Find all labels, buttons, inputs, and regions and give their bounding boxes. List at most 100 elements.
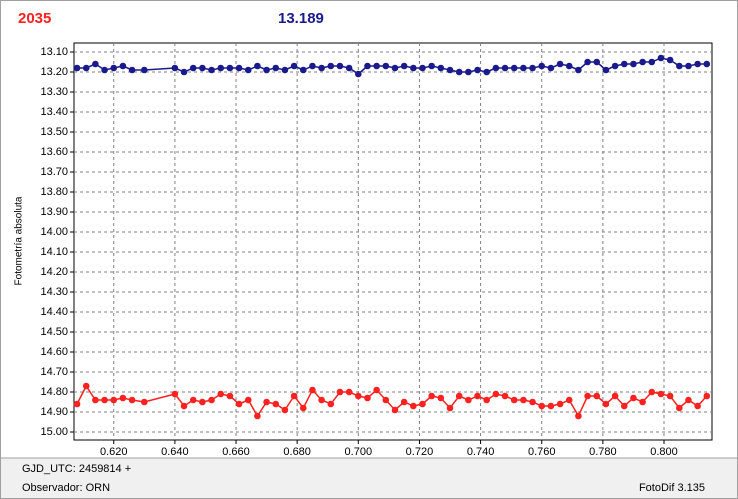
- x-tick-label: 0.700: [345, 446, 373, 458]
- point: [180, 402, 188, 410]
- point: [575, 66, 582, 74]
- point: [309, 386, 316, 394]
- point: [263, 398, 270, 406]
- status-area: [1, 458, 737, 498]
- y-tick-label: 13.10: [40, 46, 68, 58]
- plot-area: [73, 42, 713, 441]
- point: [492, 390, 500, 398]
- point: [694, 60, 701, 68]
- y-tick-label: 15.00: [40, 426, 68, 438]
- point: [391, 64, 399, 72]
- point: [355, 70, 362, 78]
- point: [529, 64, 536, 72]
- x-tick-label: 0.660: [222, 446, 250, 458]
- point: [666, 392, 674, 400]
- y-tick-label: 14.30: [40, 286, 68, 298]
- point: [657, 54, 665, 62]
- y-tick-label: 13.30: [40, 86, 68, 98]
- point: [446, 66, 454, 74]
- point: [703, 392, 711, 400]
- y-tick-label: 13.70: [40, 166, 68, 178]
- point: [119, 394, 127, 402]
- point: [565, 62, 573, 70]
- header-center: 13.189: [278, 10, 324, 27]
- point: [602, 66, 610, 74]
- point: [254, 412, 261, 420]
- point: [556, 400, 564, 408]
- point: [208, 66, 215, 74]
- point: [410, 402, 417, 410]
- point: [465, 68, 472, 76]
- point: [657, 390, 665, 398]
- point: [529, 398, 536, 406]
- point: [327, 400, 335, 408]
- point: [281, 66, 289, 74]
- point: [82, 64, 90, 72]
- point: [373, 386, 380, 394]
- point: [492, 64, 500, 72]
- point: [428, 62, 435, 70]
- point: [235, 64, 243, 72]
- point: [437, 64, 445, 72]
- point: [199, 398, 206, 406]
- point: [446, 404, 454, 412]
- point: [290, 62, 298, 70]
- point: [501, 64, 509, 72]
- point: [217, 64, 225, 72]
- point: [318, 64, 325, 72]
- point: [474, 392, 481, 400]
- point: [593, 58, 601, 66]
- x-tick-label: 0.680: [283, 446, 311, 458]
- point: [73, 64, 81, 72]
- point: [244, 396, 252, 404]
- point: [189, 64, 197, 72]
- x-tick-label: 0.740: [467, 446, 495, 458]
- point: [685, 396, 692, 404]
- point: [685, 62, 692, 70]
- point: [675, 62, 683, 70]
- point: [272, 400, 280, 408]
- y-axis-label: Fotometría absoluta: [14, 196, 25, 285]
- point: [373, 62, 380, 70]
- point: [345, 64, 353, 72]
- point: [639, 398, 646, 406]
- point: [336, 62, 344, 70]
- x-tick-label: 0.720: [406, 446, 434, 458]
- point: [141, 66, 148, 74]
- point: [141, 398, 148, 406]
- y-tick-label: 14.10: [40, 246, 68, 258]
- x-tick-label: 0.640: [161, 446, 189, 458]
- point: [465, 396, 472, 404]
- y-tick-label: 14.80: [40, 386, 68, 398]
- point: [666, 56, 674, 64]
- point: [483, 396, 490, 404]
- point: [217, 390, 225, 398]
- point: [400, 398, 408, 406]
- point: [263, 66, 270, 74]
- point: [455, 68, 463, 76]
- point: [419, 64, 426, 72]
- point: [235, 400, 243, 408]
- point: [391, 406, 399, 414]
- y-tick-label: 13.90: [40, 206, 68, 218]
- y-tick-label: 14.70: [40, 366, 68, 378]
- point: [630, 60, 637, 68]
- footer-date: GJD_UTC: 2459814 +: [22, 463, 131, 475]
- point: [639, 58, 646, 66]
- point: [547, 64, 555, 72]
- point: [336, 388, 344, 396]
- y-tick-label: 13.20: [40, 66, 68, 78]
- point: [419, 400, 426, 408]
- point: [128, 396, 136, 404]
- point: [437, 394, 445, 402]
- y-tick-label: 14.60: [40, 346, 68, 358]
- point: [244, 66, 252, 74]
- point: [410, 64, 417, 72]
- point: [584, 58, 591, 66]
- point: [199, 64, 206, 72]
- point: [520, 396, 527, 404]
- point: [455, 392, 463, 400]
- y-tick-label: 14.20: [40, 266, 68, 278]
- point: [602, 400, 610, 408]
